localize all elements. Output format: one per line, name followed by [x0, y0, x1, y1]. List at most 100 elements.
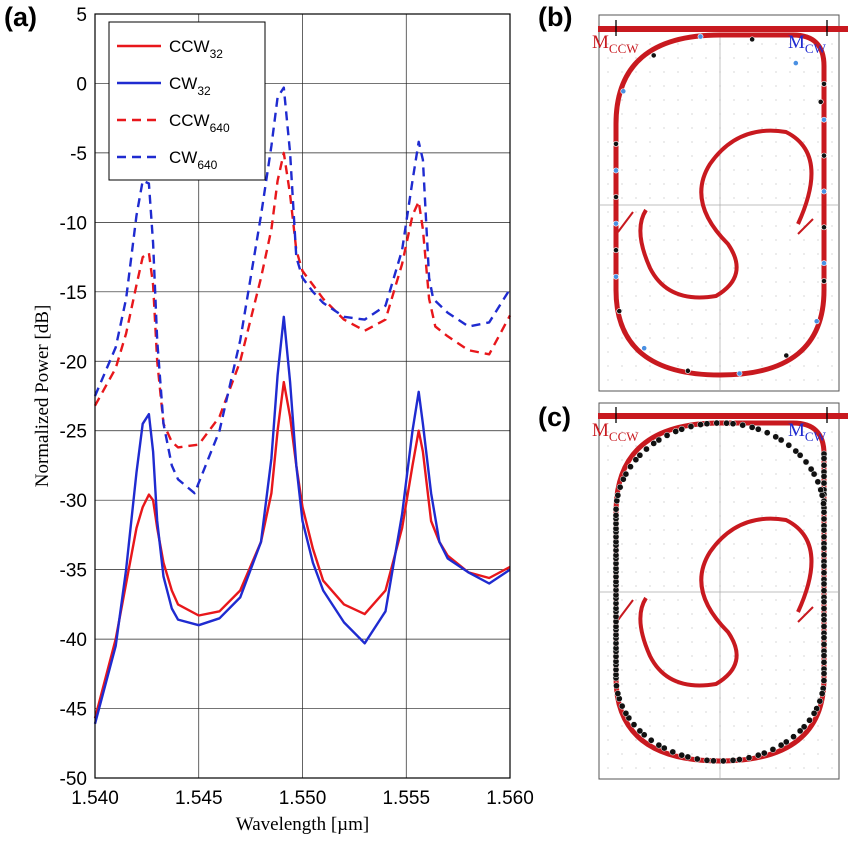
probe-point — [736, 370, 743, 377]
grid-dot — [649, 197, 651, 199]
grid-dot — [607, 613, 609, 615]
grid-dot — [691, 725, 693, 727]
grid-dot — [663, 571, 665, 573]
grid-dot — [705, 141, 707, 143]
grid-dot — [817, 351, 819, 353]
probe-point — [802, 458, 810, 466]
legend-entry-subscript: 32 — [210, 47, 224, 61]
grid-dot — [789, 281, 791, 283]
grid-dot — [789, 515, 791, 517]
probe-point — [817, 486, 825, 494]
grid-dot — [691, 557, 693, 559]
grid-dot — [621, 351, 623, 353]
grid-dot — [621, 739, 623, 741]
grid-dot — [831, 253, 833, 255]
grid-dot — [831, 71, 833, 73]
probe-point — [820, 670, 828, 677]
grid-dot — [677, 571, 679, 573]
grid-dot — [691, 281, 693, 283]
grid-dot — [691, 85, 693, 87]
grid-dot — [607, 309, 609, 311]
grid-dot — [817, 627, 819, 629]
grid-dot — [789, 585, 791, 587]
grid-dot — [691, 585, 693, 587]
grid-dot — [761, 337, 763, 339]
probe-point — [777, 436, 785, 444]
grid-dot — [817, 365, 819, 367]
grid-dot — [691, 57, 693, 59]
s-bend-waveguide — [638, 128, 814, 300]
grid-dot — [761, 557, 763, 559]
grid-dot — [789, 197, 791, 199]
grid-dot — [775, 351, 777, 353]
grid-dot — [621, 669, 623, 671]
grid-dot — [705, 571, 707, 573]
panel-c-frame — [598, 402, 840, 780]
grid-dot — [733, 613, 735, 615]
grid-dot — [789, 309, 791, 311]
grid-dot — [747, 253, 749, 255]
bus-waveguide — [598, 26, 848, 32]
grid-dot — [705, 239, 707, 241]
probe-point — [820, 623, 828, 630]
probe-point — [792, 447, 800, 455]
grid-dot — [747, 515, 749, 517]
grid-dot — [691, 113, 693, 115]
grid-dot — [775, 337, 777, 339]
grid-dot — [705, 365, 707, 367]
grid-dot — [635, 585, 637, 587]
y-tick-label: -45 — [60, 700, 87, 721]
grid-dot — [733, 43, 735, 45]
probe-point — [790, 733, 797, 741]
grid-dot — [789, 99, 791, 101]
grid-dot — [621, 571, 623, 573]
grid-dot — [621, 459, 623, 461]
grid-dot — [789, 267, 791, 269]
grid-dot — [789, 57, 791, 59]
grid-dot — [789, 571, 791, 573]
grid-dot — [691, 127, 693, 129]
grid-dot — [677, 211, 679, 213]
probe-point — [820, 605, 828, 612]
grid-dot — [817, 71, 819, 73]
grid-dot — [607, 571, 609, 573]
grid-dot — [635, 365, 637, 367]
legend-entry-name: CCW — [169, 111, 210, 130]
grid-dot — [775, 613, 777, 615]
grid-dot — [635, 99, 637, 101]
grid-dot — [733, 459, 735, 461]
grid-dot — [607, 599, 609, 601]
grid-dot — [817, 669, 819, 671]
grid-dot — [817, 253, 819, 255]
grid-dot — [663, 127, 665, 129]
grid-dot — [635, 431, 637, 433]
grid-dot — [621, 57, 623, 59]
grid-dot — [663, 239, 665, 241]
grid-dot — [677, 641, 679, 643]
grid-dot — [621, 379, 623, 381]
grid-dot — [733, 57, 735, 59]
grid-dot — [761, 641, 763, 643]
m-ccw-label-b: MCCW — [592, 32, 639, 56]
grid-dot — [691, 473, 693, 475]
probe-point — [613, 497, 621, 505]
grid-dot — [747, 669, 749, 671]
grid-dot — [635, 169, 637, 171]
grid-dot — [817, 599, 819, 601]
grid-dot — [761, 487, 763, 489]
grid-dot — [789, 641, 791, 643]
grid-dot — [691, 697, 693, 699]
grid-dot — [705, 71, 707, 73]
grid-dot — [733, 267, 735, 269]
grid-dot — [761, 57, 763, 59]
grid-dot — [677, 323, 679, 325]
grid-dot — [775, 211, 777, 213]
grid-dot — [789, 739, 791, 741]
grid-dot — [607, 753, 609, 755]
probe-point — [816, 697, 824, 705]
grid-dot — [803, 113, 805, 115]
probe-point — [820, 515, 828, 523]
probe-point — [612, 511, 620, 519]
grid-dot — [691, 599, 693, 601]
grid-dot — [775, 459, 777, 461]
